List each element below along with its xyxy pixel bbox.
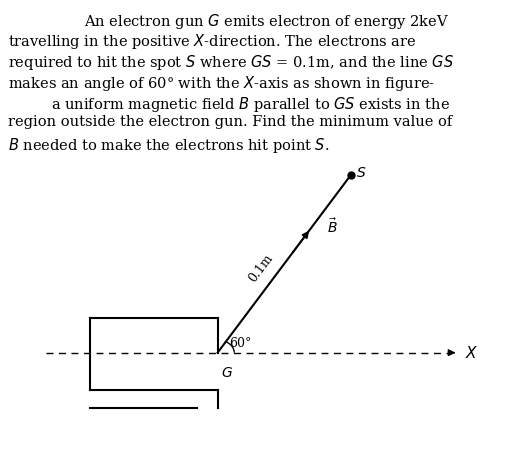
Text: An electron gun $G$ emits electron of energy 2keV: An electron gun $G$ emits electron of en…: [83, 12, 449, 30]
Text: $G$: $G$: [221, 366, 233, 380]
Text: $\vec{B}$: $\vec{B}$: [327, 218, 337, 236]
Text: travelling in the positive $X$-direction. The electrons are: travelling in the positive $X$-direction…: [8, 32, 416, 51]
Text: required to hit the spot $S$ where $GS$ = 0.1m, and the line $GS$: required to hit the spot $S$ where $GS$ …: [8, 53, 454, 72]
Text: $B$ needed to make the electrons hit point $S$.: $B$ needed to make the electrons hit poi…: [8, 136, 329, 155]
Text: makes an angle of 60° with the $X$-axis as shown in figure-: makes an angle of 60° with the $X$-axis …: [8, 74, 435, 93]
Text: region outside the electron gun. Find the minimum value of: region outside the electron gun. Find th…: [8, 115, 452, 129]
Text: $X$: $X$: [465, 345, 478, 361]
Text: 60°: 60°: [229, 337, 252, 350]
Text: a uniform magnetic field $B$ parallel to $GS$ exists in the: a uniform magnetic field $B$ parallel to…: [51, 95, 450, 113]
Text: $S$: $S$: [356, 166, 366, 180]
Text: 0.1m: 0.1m: [246, 252, 276, 285]
